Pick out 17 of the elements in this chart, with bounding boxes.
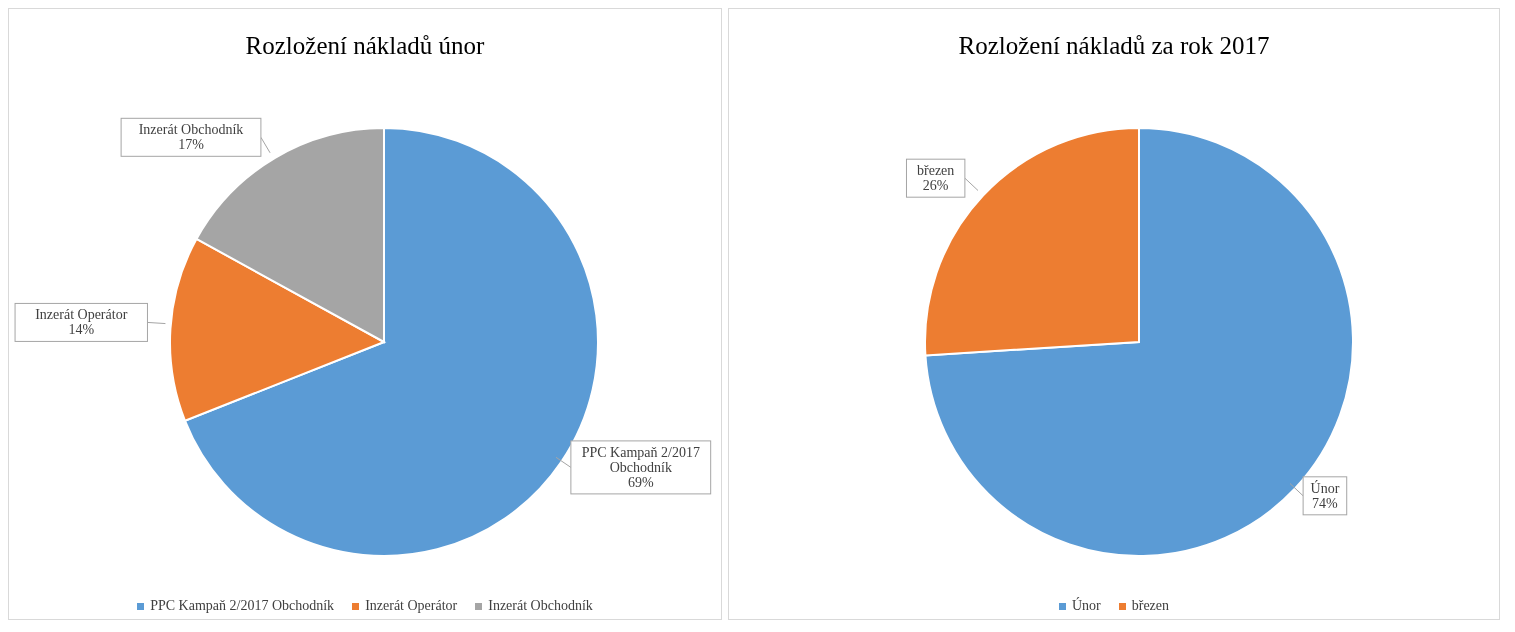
slice-label: březen [917, 163, 955, 179]
data-label: 17% [178, 137, 205, 153]
slice-label: Inzerát Obchodník [138, 122, 244, 138]
chart-title: Rozložení nákladů za rok 2017 [958, 32, 1270, 59]
data-label: 74% [1312, 495, 1339, 511]
legend-label: březen [1130, 598, 1170, 614]
legend-label: Únor [1070, 598, 1101, 614]
data-label: 69% [627, 474, 654, 490]
data-label: 26% [922, 178, 949, 194]
slice-label: PPC Kampaň 2/2017 Obchodník [581, 444, 700, 475]
slice-label: Únor [1310, 479, 1340, 496]
legend-label: Inzerát Obchodník [487, 598, 593, 614]
legend-label: PPC Kampaň 2/2017 Obchodník [149, 598, 335, 614]
slice-label: Inzerát Operátor [35, 307, 128, 323]
data-label: 14% [68, 322, 95, 338]
legend-label: Inzerát Operátor [364, 598, 458, 614]
chart-title: Rozložení nákladů únor [245, 32, 486, 59]
